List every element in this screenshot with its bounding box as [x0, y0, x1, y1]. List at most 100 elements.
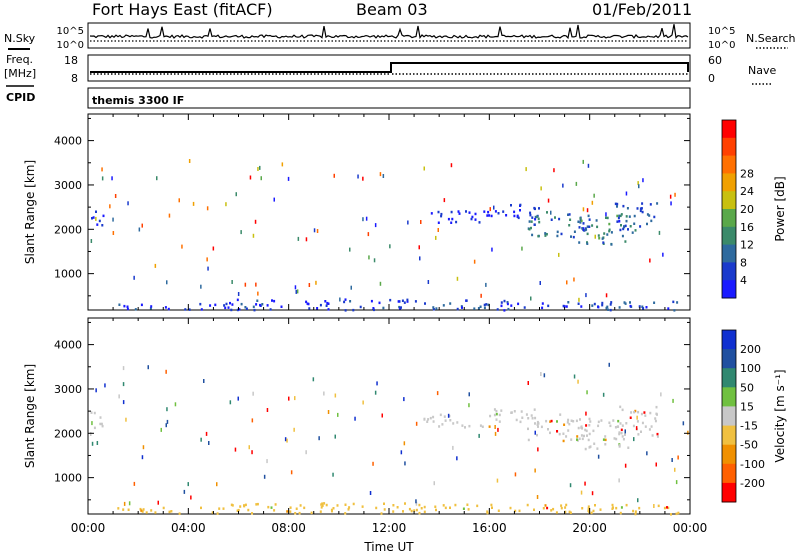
colorbar-cell: [722, 191, 736, 210]
range-cell: [494, 425, 496, 429]
range-cell: [315, 280, 317, 285]
range-cell: [646, 451, 648, 456]
range-cell: [468, 403, 470, 408]
range-cell: [490, 503, 493, 507]
range-cell: [622, 204, 625, 208]
colorbar-cell: [722, 387, 736, 407]
range-cell: [104, 383, 106, 388]
range-cell: [404, 502, 406, 505]
range-cell: [257, 167, 259, 171]
range-cell: [266, 459, 268, 464]
range-cell: [128, 501, 131, 506]
range-cell: [139, 507, 142, 511]
range-cell: [332, 507, 335, 510]
range-cell: [537, 447, 539, 452]
range-cell: [117, 507, 120, 510]
range-cell: [142, 445, 145, 450]
colorbar-cell: [722, 406, 736, 426]
range-cell: [576, 438, 578, 441]
range-cell: [382, 174, 385, 178]
range-cell: [507, 307, 510, 311]
range-cell: [252, 391, 254, 396]
range-cell: [642, 178, 644, 183]
range-cell: [114, 194, 117, 198]
range-cell: [629, 225, 632, 228]
range-cell: [273, 299, 276, 303]
range-cell: [188, 159, 191, 163]
range-cell: [519, 209, 521, 212]
range-cell: [506, 301, 509, 304]
range-cell: [100, 422, 103, 426]
range-cell: [319, 303, 322, 307]
range-cell: [313, 228, 316, 233]
range-cell: [676, 301, 679, 304]
range-cell: [572, 420, 575, 423]
range-cell: [147, 365, 149, 370]
range-cell: [544, 232, 547, 235]
range-cell: [165, 423, 167, 428]
range-cell: [654, 417, 657, 420]
range-cell: [621, 435, 624, 438]
range-cell: [127, 201, 129, 206]
range-cell: [240, 230, 242, 235]
nsky-panel-frame: [87, 22, 691, 49]
range-cell: [599, 508, 602, 511]
x-tick-label: 16:00: [472, 521, 507, 535]
range-cell: [231, 303, 234, 306]
range-cell: [456, 307, 459, 311]
range-cell: [461, 424, 464, 427]
range-cell: [429, 416, 432, 420]
range-cell: [288, 396, 290, 401]
range-cell: [392, 504, 395, 507]
range-cell: [516, 215, 519, 218]
range-cell: [493, 205, 495, 210]
range-cell: [641, 421, 644, 425]
range-cell: [639, 225, 642, 228]
range-cell: [666, 506, 668, 509]
range-cell: [266, 304, 269, 307]
range-cell: [562, 304, 565, 308]
range-cell: [231, 280, 233, 284]
range-cell: [244, 306, 247, 309]
x-tick-label: 20:00: [572, 521, 607, 535]
range-cell: [150, 305, 153, 308]
range-cell: [127, 508, 130, 511]
colorbar-cell: [722, 463, 736, 484]
range-cell: [477, 307, 480, 310]
range-cell: [362, 176, 364, 181]
range-cell: [485, 303, 488, 306]
range-cell: [494, 431, 497, 436]
range-cell: [677, 455, 679, 460]
freq-tick-bottom: 8: [71, 72, 78, 85]
range-cell: [608, 228, 611, 231]
colorbar-tick-label: 4: [740, 274, 747, 287]
range-cell: [588, 417, 591, 421]
range-cell: [615, 437, 618, 441]
range-cell: [578, 437, 581, 440]
range-cell: [572, 235, 575, 239]
range-cell: [478, 433, 480, 438]
range-cell: [404, 461, 406, 466]
colorbar-tick-label: 12: [740, 239, 754, 252]
power-panel: 1000 2000 3000 4000 Slant Range [km]: [23, 113, 691, 312]
cpid-panel-frame: [87, 87, 691, 109]
nsearch-tick-bottom: 10^0: [708, 40, 735, 51]
nsky-tick-bottom: 10^0: [57, 40, 84, 51]
range-cell: [495, 412, 498, 416]
range-cell: [533, 408, 536, 411]
range-cell: [318, 436, 320, 441]
range-cell: [96, 441, 99, 445]
range-cell: [586, 241, 588, 244]
range-cell: [624, 224, 627, 228]
range-cell: [406, 300, 409, 303]
range-cell: [290, 470, 293, 475]
range-cell: [494, 210, 497, 213]
range-cell: [294, 396, 296, 401]
range-cell: [632, 424, 635, 428]
range-cell: [527, 417, 530, 420]
range-cell: [609, 308, 612, 312]
range-cell: [620, 431, 623, 435]
range-cell: [510, 204, 512, 207]
colorbar-cell: [722, 425, 736, 446]
range-cell: [550, 218, 553, 221]
